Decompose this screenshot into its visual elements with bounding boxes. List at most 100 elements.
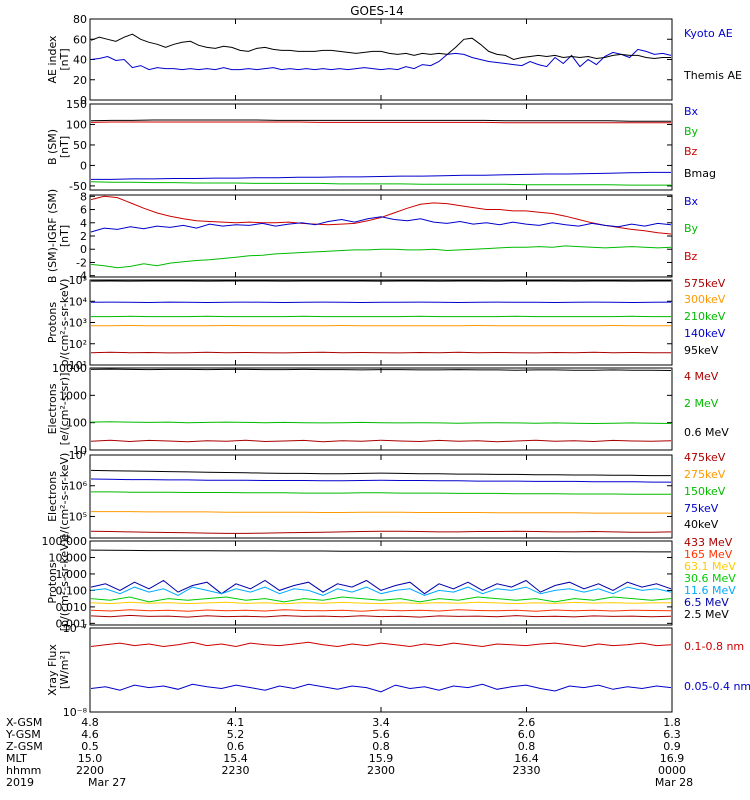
y-tick-label: 1.000: [56, 568, 88, 581]
series-line-0-05-0-4-nm: [90, 683, 672, 693]
y-tick-label: 8: [80, 190, 87, 203]
footer-value: 0.8: [518, 740, 536, 753]
legend-entry: Bmag: [684, 167, 716, 180]
footer-value: 3.4: [372, 716, 390, 729]
panel-1: 80 60 40 20 0 AE index[nT] Kyoto AE Themis AE: [46, 13, 742, 107]
y-tick-label: 10⁷: [69, 449, 87, 462]
y-tick-label: 2: [80, 230, 87, 243]
series-line-by: [90, 181, 671, 186]
series-line-40kev: [90, 469, 671, 477]
series-line-0-6-mev: [90, 368, 672, 371]
y-axis-label: B (SM)[nT]: [46, 129, 71, 165]
y-tick-label: 10¹: [69, 359, 87, 372]
y-axis-label: Protons[p/(cm²-s-sr-keV)]: [46, 535, 71, 632]
series-line-bz: [90, 195, 672, 235]
y-tick-label: 150: [66, 98, 87, 111]
series-line-bx: [90, 216, 672, 233]
legend-entry: Bz: [684, 250, 698, 263]
footer-value: 15.9: [369, 752, 394, 765]
legend-entry: 210keV: [684, 310, 726, 323]
footer-value: 6.0: [518, 728, 536, 741]
footer-value: Mar 28: [655, 776, 693, 789]
y-tick-label: 10³: [69, 317, 87, 330]
y-tick-label: 10⁻⁷: [63, 622, 87, 635]
panel-frame: [89, 18, 673, 101]
y-tick-label: 100: [66, 118, 87, 131]
footer-value: 2230: [222, 764, 250, 777]
footer-value: 16.4: [514, 752, 539, 765]
series-line-150kev: [91, 491, 671, 495]
y-tick-label: 10⁵: [69, 274, 87, 287]
legend-entry: 0.6 MeV: [684, 426, 729, 439]
y-axis-label: Xray Flux[W/m²]: [46, 644, 71, 696]
y-tick-label: 0: [80, 159, 87, 172]
y-tick-label: 100: [66, 417, 87, 430]
panel-8: 10⁻⁷ 10⁻⁸ Xray Flux[W/m²] 0.1-0.8 nm 0.05-0.…: [46, 622, 750, 719]
footer-value: 0.8: [372, 740, 390, 753]
series-line-bx: [91, 171, 671, 180]
series-line-11-6-mev: [90, 586, 672, 596]
y-tick-label: 10⁶: [69, 480, 88, 493]
series-line-bz: [90, 121, 671, 124]
legend-entry: 2.5 MeV: [684, 608, 729, 621]
panel-frame: [89, 367, 673, 451]
footer-value: 2200: [76, 764, 104, 777]
legend-entry: 300keV: [684, 293, 726, 306]
panel-7: 100.000 10.000 1.000 0.100 0.010 0.001Protons…: [42, 535, 737, 632]
footer-row-label: MLT: [6, 752, 27, 765]
series-line-0-1-0-8-nm: [90, 641, 672, 648]
footer-value: 6.3: [663, 728, 681, 741]
series-line-2-mev: [90, 421, 672, 425]
panel-frame: [89, 194, 673, 278]
legend-entry: 95keV: [684, 344, 719, 357]
chart-title: GOES-14: [350, 4, 404, 18]
footer-value: 15.4: [223, 752, 248, 765]
y-tick-label: 100.000: [42, 535, 88, 548]
series-line-75kev: [90, 478, 671, 483]
legend-entry: 575keV: [684, 277, 726, 290]
y-tick-label: 0.001: [56, 617, 88, 630]
y-tick-label: 0.100: [56, 584, 88, 597]
panel-2: 150 100 50 0 -50 B (SM)[nT] Bx By Bz Bmag: [46, 98, 716, 193]
legend-entry: 433 MeV: [684, 536, 733, 549]
panel-frame: [89, 454, 673, 539]
legend-entry: 75keV: [684, 502, 719, 515]
footer-row-label: Y-GSM: [5, 728, 41, 741]
y-tick-label: 0: [80, 94, 87, 107]
footer-value: 15.0: [78, 752, 103, 765]
panel-frame: [89, 627, 673, 713]
legend-entry: 6.5 MeV: [684, 596, 729, 609]
legend-entry: 0.05-0.4 nm: [684, 680, 750, 693]
y-tick-label: 0.010: [56, 601, 88, 614]
series-line-30-6-mev: [90, 596, 672, 603]
series-line-2-5-mev: [90, 549, 671, 553]
y-tick-label: 1000: [59, 389, 87, 402]
y-tick-label: 20: [73, 74, 87, 87]
panel-frame: [89, 103, 673, 191]
y-tick-label: 50: [73, 139, 87, 152]
y-tick-label: 10: [73, 444, 87, 457]
series-line-63-1-mev: [90, 601, 672, 605]
series-line-kyoto-ae: [90, 48, 672, 71]
y-tick-label: 10.000: [49, 551, 88, 564]
series-line-165-mev: [90, 609, 672, 612]
y-axis-label: B (SM)-IGRF (SM)[nT]: [46, 189, 71, 283]
legend-entry: By: [684, 222, 699, 235]
y-axis-label: AE index[nT]: [46, 35, 71, 84]
y-axis-label: Electrons[e/(cm²-s-sr)]: [46, 373, 71, 446]
y-tick-label: 6: [80, 204, 87, 217]
footer-value: 0.6: [227, 740, 245, 753]
y-tick-label: 60: [73, 33, 87, 46]
footer-value: 0.5: [81, 740, 99, 753]
y-axis-label: Electronse/(cm²-s-sr-keV): [46, 453, 71, 541]
series-line-433-mev: [90, 614, 672, 618]
footer-row-label: 2019: [6, 776, 34, 789]
series-line-575kev: [90, 351, 671, 354]
legend-entry: Bx: [684, 195, 699, 208]
legend-entry: Bz: [684, 145, 698, 158]
legend-entry: 40keV: [684, 518, 719, 531]
footer-value: 2330: [513, 764, 541, 777]
legend-entry: 165 MeV: [684, 548, 733, 561]
